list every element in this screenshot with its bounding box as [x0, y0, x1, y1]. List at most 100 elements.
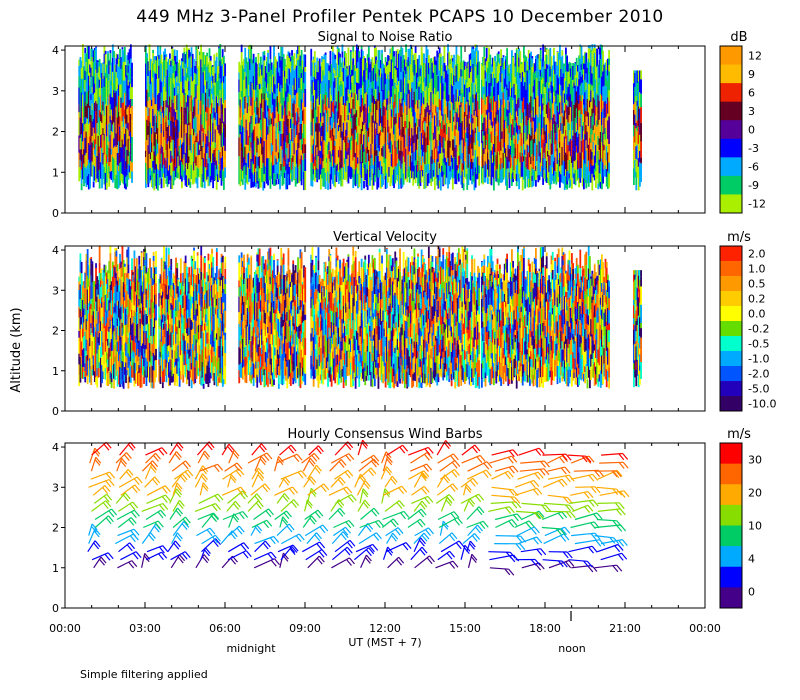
data-cell — [347, 142, 350, 149]
data-cell — [424, 137, 427, 155]
data-cell — [287, 128, 290, 144]
data-cell — [550, 101, 553, 120]
data-cell — [90, 303, 93, 310]
data-cell — [390, 96, 393, 110]
data-cell — [104, 143, 107, 159]
data-cell — [319, 174, 322, 190]
data-cell — [287, 55, 290, 63]
data-cell — [152, 49, 154, 54]
data-cell — [477, 126, 479, 141]
data-cell — [107, 66, 109, 75]
data-cell — [187, 94, 189, 107]
data-cell — [190, 47, 193, 57]
data-cell — [519, 125, 522, 134]
data-cell — [369, 155, 371, 166]
data-cell — [352, 178, 355, 189]
data-cell — [567, 170, 570, 181]
data-cell — [98, 117, 101, 136]
data-cell — [451, 58, 454, 62]
data-cell — [433, 115, 436, 134]
data-cell — [357, 116, 359, 133]
data-cell — [128, 172, 131, 178]
data-cell — [447, 52, 449, 66]
data-cell — [212, 148, 214, 154]
data-cell — [545, 168, 548, 183]
data-cell — [107, 157, 109, 163]
data-cell — [257, 54, 260, 71]
data-cell — [166, 61, 169, 70]
data-cell — [455, 45, 458, 60]
data-cell — [559, 171, 561, 188]
data-cell — [501, 163, 504, 183]
data-cell — [589, 48, 591, 63]
data-cell — [360, 65, 363, 72]
data-cell — [636, 100, 639, 106]
data-cell — [117, 84, 120, 97]
data-cell — [382, 89, 385, 103]
data-cell — [579, 126, 582, 134]
data-cell — [200, 151, 202, 166]
data-cell — [503, 128, 506, 143]
data-cell — [560, 174, 562, 183]
data-cell — [524, 82, 526, 98]
data-cell — [89, 286, 91, 302]
data-cell — [83, 82, 85, 89]
data-cell — [91, 161, 94, 177]
data-cell — [221, 90, 224, 105]
data-cell — [285, 104, 287, 116]
data-cell — [506, 84, 508, 91]
data-cell — [586, 166, 589, 184]
data-cell — [279, 56, 281, 68]
data-cell — [573, 150, 576, 162]
data-cell — [78, 330, 81, 338]
data-cell — [159, 60, 162, 80]
data-cell — [457, 96, 460, 102]
data-cell — [418, 183, 421, 189]
data-cell — [376, 150, 379, 156]
data-cell — [436, 158, 439, 178]
data-cell — [351, 128, 353, 136]
data-cell — [111, 146, 114, 157]
data-cell — [261, 75, 263, 94]
data-cell — [317, 72, 320, 81]
data-cell — [471, 168, 473, 180]
data-cell — [104, 172, 107, 190]
data-cell — [462, 65, 465, 78]
data-cell — [472, 48, 475, 64]
data-cell — [85, 122, 88, 132]
data-cell — [423, 63, 425, 75]
data-cell — [87, 286, 90, 304]
data-cell — [449, 79, 452, 94]
data-cell — [295, 82, 298, 94]
data-cell — [206, 88, 208, 108]
data-cell — [183, 132, 186, 140]
data-cell — [267, 71, 269, 84]
data-cell — [412, 159, 415, 172]
data-cell — [352, 115, 355, 134]
data-cell — [597, 165, 600, 184]
data-cell — [366, 112, 369, 131]
data-cell — [78, 281, 81, 290]
data-cell — [245, 113, 248, 120]
data-cell — [547, 68, 549, 79]
data-cell — [128, 141, 131, 152]
data-cell — [166, 157, 169, 177]
data-cell — [127, 72, 130, 80]
data-cell — [574, 62, 577, 64]
data-cell — [586, 116, 589, 132]
data-cell — [602, 86, 604, 101]
data-cell — [469, 134, 472, 144]
data-cell — [590, 128, 592, 143]
data-cell — [544, 87, 547, 97]
data-cell — [275, 164, 278, 180]
data-cell — [489, 67, 492, 83]
data-cell — [598, 166, 601, 174]
data-cell — [485, 81, 488, 97]
data-cell — [167, 170, 170, 185]
data-cell — [197, 81, 200, 100]
data-cell — [123, 118, 126, 125]
data-cell — [288, 57, 291, 69]
data-cell — [251, 150, 254, 162]
data-cell — [401, 128, 404, 137]
